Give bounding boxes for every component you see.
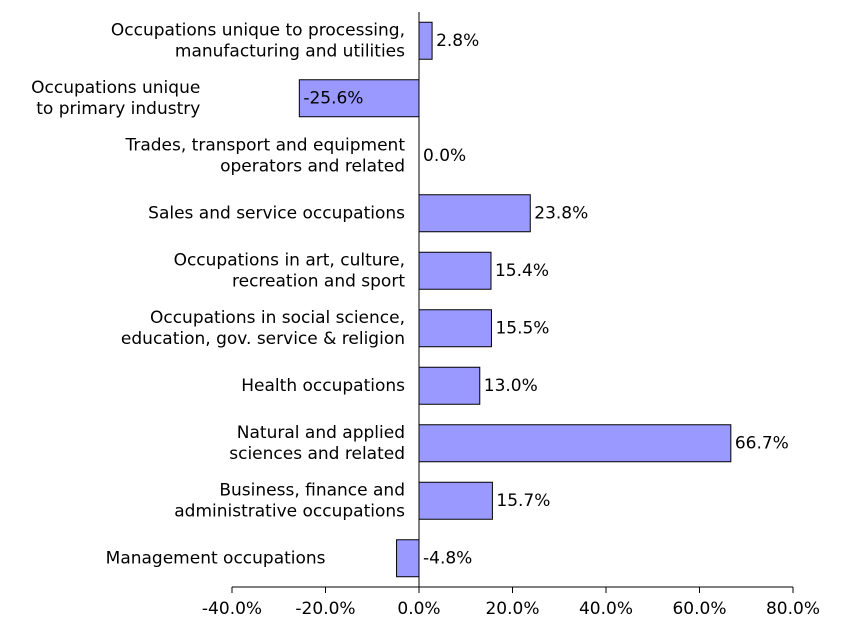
value-label: 13.0% [484, 376, 538, 396]
bar [396, 539, 420, 578]
y-tick-label: Occupations unique to primary industry [31, 78, 200, 119]
value-label: 15.4% [495, 261, 549, 281]
bar [418, 309, 492, 348]
y-tick-label: Occupations in social science, education,… [121, 308, 405, 349]
y-tick-label: Health occupations [241, 376, 405, 396]
value-label: 15.5% [495, 318, 549, 338]
bar [418, 424, 732, 463]
x-tick-label: 60.0% [672, 599, 726, 618]
x-tick-label: 20.0% [485, 599, 539, 618]
bar [418, 251, 492, 290]
y-tick-label: Sales and service occupations [148, 203, 405, 223]
bar [418, 194, 531, 233]
value-label: 2.8% [436, 31, 479, 51]
x-tick-label: -40.0% [202, 599, 262, 618]
bar [418, 481, 493, 520]
x-tick-label: 80.0% [766, 599, 820, 618]
x-tick-label: -20.0% [295, 599, 355, 618]
x-tick-label: 0.0% [397, 599, 440, 618]
y-tick-label: Occupations in art, culture, recreation a… [174, 250, 406, 291]
y-tick-label: Natural and applied sciences and related [229, 423, 405, 464]
y-tick-label: Occupations unique to processing, manufac… [111, 20, 405, 61]
bar [418, 366, 481, 405]
x-tick-label: 40.0% [579, 599, 633, 618]
value-label: 23.8% [534, 203, 588, 223]
value-label: -4.8% [423, 548, 472, 568]
y-tick-label: Business, finance and administrative occu… [174, 480, 405, 521]
value-label: 66.7% [735, 433, 789, 453]
value-label: -25.6% [303, 88, 363, 108]
bar [298, 79, 420, 118]
y-tick-label: Trades, transport and equipment operators… [124, 135, 405, 176]
bar [418, 21, 433, 60]
value-label: 0.0% [423, 146, 466, 166]
value-label: 15.7% [496, 491, 550, 511]
y-tick-label: Management occupations [106, 548, 326, 568]
